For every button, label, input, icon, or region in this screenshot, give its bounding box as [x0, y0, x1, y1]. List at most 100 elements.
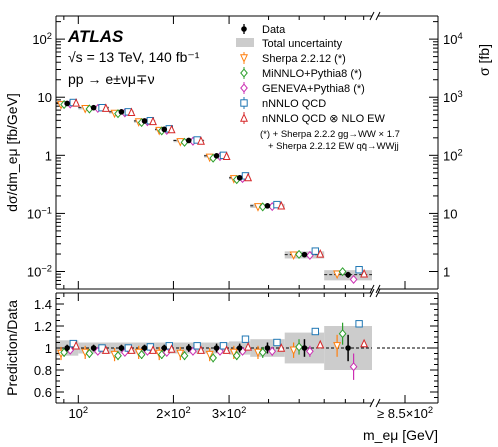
series-minnlo-pythia8-ratio-point — [85, 348, 94, 359]
series-nnnlo-qcd-ratio-point — [241, 335, 250, 343]
series-nnnlo-qcd-nlo-ew-ratio-point — [360, 338, 369, 348]
axis-break-mark — [369, 288, 375, 298]
legend-nnnlo-qcd-nlo-ew-label: nNNLO QCD ⊗ NLO EW — [262, 113, 386, 125]
series-nnnlo-qcd-nlo-ew-xsec-point — [316, 249, 325, 258]
series-minnlo-pythia8-ratio-point — [338, 329, 347, 339]
legend-footnote-2: + Sherpa 2.2.12 EW qq̄→WWjj — [268, 141, 399, 152]
series-sherpa-2-2-12-xsec-point — [289, 251, 298, 261]
axis-break-mark — [369, 398, 375, 408]
series-geneva-pythia8-ratio-point — [268, 346, 277, 356]
data-xsec-point — [345, 271, 351, 278]
legend-sherpa-2-2-12-marker — [240, 54, 248, 63]
series-minnlo-pythia8-ratio-point — [209, 353, 217, 363]
data-xsec-point — [161, 126, 168, 133]
x-axis-title: m_eμ [GeV] — [363, 427, 438, 443]
series-sherpa-2-2-12-ratio-point — [229, 348, 238, 358]
series-nnnlo-qcd-nlo-ew-xsec-point — [127, 107, 136, 117]
series-nnnlo-qcd-nlo-ew-ratio-point — [72, 340, 81, 350]
y-tick-label-right: 10 — [443, 206, 457, 221]
legend-uncertainty-swatch — [236, 38, 254, 47]
data-xsec-point — [118, 109, 125, 115]
y-tick-label-right: 104 — [443, 31, 463, 47]
y-tick-label-left: 10−2 — [27, 264, 52, 280]
series-geneva-pythia8-ratio-point — [349, 362, 358, 372]
experiment-label: ATLAS — [67, 27, 124, 46]
axis-ticks — [56, 16, 438, 404]
legend: ATLAS √s = 13 TeV, 140 fb⁻¹ pp → e±νμ∓ν Dat… — [67, 24, 400, 152]
legend-data-label: Data — [262, 24, 286, 36]
axis-break-mark — [375, 11, 381, 21]
series-minnlo-pythia8-xsec-point — [295, 249, 303, 259]
legend-minnlo-pythia8-marker — [240, 68, 248, 78]
y-tick-label-left: 102 — [32, 31, 52, 47]
axis-labels: 102 2×102 3×102 ≥ 8.5×102 102 10 1 10−1 10−2 104 1… — [4, 31, 492, 443]
process-annotation: pp → e±νμ∓ν — [68, 71, 155, 87]
series-nnnlo-qcd-ratio-point — [273, 338, 281, 347]
series-nnnlo-qcd-nlo-ew-xsec-point — [149, 116, 157, 126]
series-sherpa-2-2-12-xsec-point — [333, 270, 342, 280]
data-xsec-point — [90, 104, 97, 111]
series-nnnlo-qcd-nlo-ew-xsec-point — [360, 268, 369, 278]
series-minnlo-pythia8-xsec-point — [338, 267, 347, 277]
legend-nnnlo-qcd-label: nNNLO QCD — [262, 98, 326, 110]
series-nnnlo-qcd-nlo-ew-ratio-point — [316, 339, 325, 349]
legend-sherpa-2-2-12-label: Sherpa 2.2.12 (*) — [262, 53, 346, 65]
series-nnnlo-qcd-nlo-ew-ratio-point — [244, 342, 253, 351]
data-ratio-point — [161, 345, 168, 351]
axis-break-mark — [369, 284, 375, 294]
series-nnnlo-qcd-nlo-ew-xsec-point — [72, 98, 81, 107]
series-nnnlo-qcd-nlo-ew-xsec-point — [277, 200, 286, 210]
series-minnlo-pythia8-ratio-point — [137, 350, 146, 360]
series-nnnlo-qcd-nlo-ew-ratio-point — [222, 345, 231, 354]
x-tick-label: 2×102 — [156, 405, 191, 421]
legend-data-marker — [241, 26, 247, 32]
series-geneva-pythia8-ratio-point — [306, 346, 314, 356]
x-tick-label-overflow: ≥ 8.5×102 — [377, 405, 433, 421]
data-marks — [57, 98, 369, 380]
y-axis-title-right: σ [fb] — [476, 44, 492, 76]
series-nnnlo-qcd-ratio-point — [311, 327, 320, 336]
data-ratio-point — [141, 345, 148, 351]
data-xsec-point — [213, 153, 220, 159]
series-minnlo-pythia8-ratio-point — [258, 347, 267, 357]
y-axis-title-left: dσ/dm_eμ [fb/GeV] — [4, 93, 20, 212]
legend-footnote-1: (*) + Sherpa 2.2.2 gg→WW × 1.7 — [260, 129, 400, 140]
series-minnlo-pythia8-ratio-point — [180, 351, 189, 361]
series-nnnlo-qcd-nlo-ew-xsec-point — [222, 151, 231, 161]
y-axis-title-ratio: Prediction/Data — [4, 300, 20, 396]
series-minnlo-pythia8-ratio-point — [232, 351, 241, 361]
series-nnnlo-qcd-nlo-ew-ratio-point — [149, 345, 157, 354]
series-nnnlo-qcd-xsec-point — [311, 247, 320, 255]
data-xsec-point — [236, 175, 243, 181]
series-geneva-pythia8-xsec-point — [349, 274, 358, 285]
series-nnnlo-qcd-nlo-ew-ratio-point — [197, 345, 205, 354]
x-tick-label: 3×102 — [212, 405, 246, 421]
data-ratio-point — [264, 345, 271, 351]
data-ratio-point — [345, 345, 351, 351]
energy-annotation: √s = 13 TeV, 140 fb⁻¹ — [68, 49, 200, 65]
series-nnnlo-qcd-nlo-ew-ratio-point — [127, 345, 136, 354]
series-sherpa-2-2-12-ratio-point — [289, 346, 298, 356]
data-ratio-point — [64, 345, 70, 351]
legend-geneva-pythia8-label: GENEVA+Pythia8 (*) — [262, 83, 365, 95]
axis-break-mark — [375, 398, 381, 408]
data-ratio-point — [301, 345, 308, 351]
y-tick-label-left: 10−1 — [27, 205, 52, 221]
data-ratio-point — [236, 345, 243, 351]
data-ratio-point — [118, 345, 125, 351]
y-tick-label-right: 102 — [443, 147, 463, 163]
series-nnnlo-qcd-nlo-ew-xsec-point — [167, 124, 176, 134]
series-nnnlo-qcd-nlo-ew-xsec-point — [101, 103, 110, 112]
y-tick-label-right: 103 — [443, 89, 463, 105]
series-sherpa-2-2-12-ratio-point — [333, 342, 342, 351]
data-ratio-point — [185, 345, 192, 351]
data-xsec-point — [301, 251, 308, 258]
y-tick-label-left: 1 — [45, 148, 52, 163]
axis-break-mark — [375, 284, 381, 294]
series-nnnlo-qcd-nlo-ew-ratio-point — [101, 345, 110, 354]
data-xsec-point — [264, 203, 271, 209]
series-sherpa-2-2-12-ratio-point — [176, 349, 185, 359]
data-xsec-point — [185, 137, 192, 144]
data-xsec-point — [64, 100, 70, 107]
